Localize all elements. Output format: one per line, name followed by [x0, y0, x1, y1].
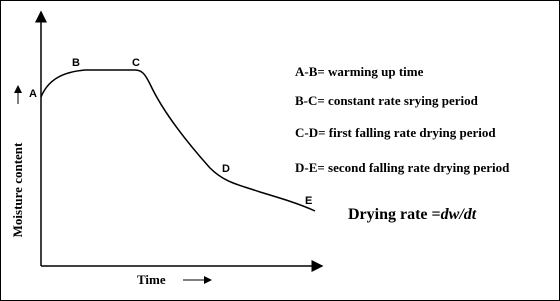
x-axis-label: Time	[137, 272, 166, 287]
point-label: A	[29, 88, 37, 100]
formula-text: Drying rate =	[348, 206, 441, 223]
legend-item: A-B= warming up time	[295, 64, 424, 79]
legend-item: D-E= second falling rate drying period	[295, 160, 510, 175]
legend-item: B-C= constant rate srying period	[295, 93, 479, 108]
point-label: C	[132, 57, 140, 69]
formula: Drying rate =dw/dt	[348, 206, 477, 223]
point-label: B	[72, 57, 80, 69]
legend-item: C-D= first falling rate drying period	[295, 125, 496, 140]
formula-expression: dw/dt	[441, 206, 477, 223]
point-label: E	[305, 195, 312, 207]
y-axis-label: Moisture content	[10, 142, 25, 237]
point-label: D	[222, 163, 230, 175]
drying-curve	[40, 69, 316, 212]
